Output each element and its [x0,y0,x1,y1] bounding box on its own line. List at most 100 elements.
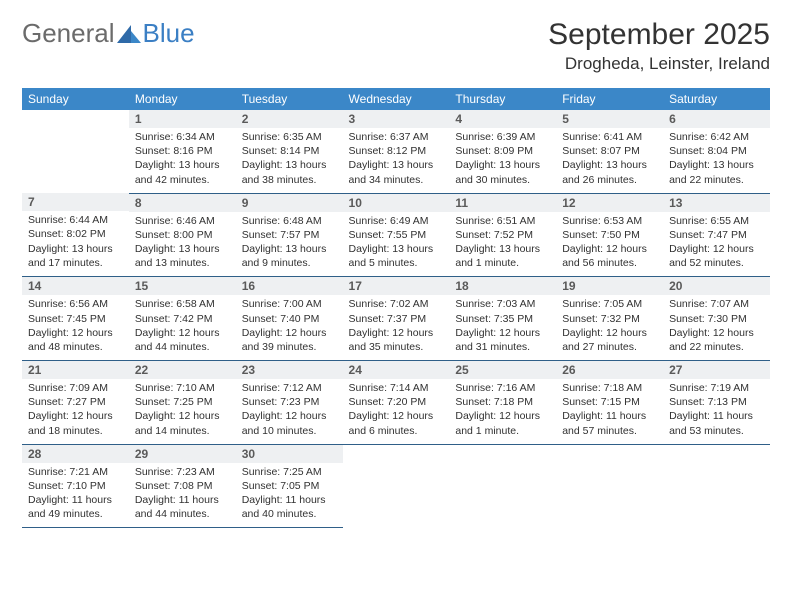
daylight-text: Daylight: 11 hours [135,493,230,507]
daylight-text: Daylight: 12 hours [562,326,657,340]
calendar-day-cell: 8Sunrise: 6:46 AMSunset: 8:00 PMDaylight… [129,193,236,277]
sunrise-text: Sunrise: 6:51 AM [455,214,550,228]
sunrise-text: Sunrise: 6:34 AM [135,130,230,144]
location-subtitle: Drogheda, Leinster, Ireland [548,54,770,74]
day-details: Sunrise: 6:51 AMSunset: 7:52 PMDaylight:… [449,212,556,277]
day-number: 2 [236,110,343,128]
daylight-text: and 9 minutes. [242,256,337,270]
daylight-text: Daylight: 12 hours [28,326,123,340]
day-number: 27 [663,361,770,379]
sunrise-text: Sunrise: 6:39 AM [455,130,550,144]
sunset-text: Sunset: 7:40 PM [242,312,337,326]
day-details: Sunrise: 7:05 AMSunset: 7:32 PMDaylight:… [556,295,663,360]
day-number: 20 [663,277,770,295]
sunset-text: Sunset: 7:57 PM [242,228,337,242]
daylight-text: Daylight: 13 hours [135,158,230,172]
day-details: Sunrise: 7:02 AMSunset: 7:37 PMDaylight:… [343,295,450,360]
day-number: 24 [343,361,450,379]
calendar-day-cell: 2Sunrise: 6:35 AMSunset: 8:14 PMDaylight… [236,110,343,193]
title-block: September 2025 Drogheda, Leinster, Irela… [548,18,770,74]
daylight-text: Daylight: 13 hours [455,242,550,256]
sunrise-text: Sunrise: 7:19 AM [669,381,764,395]
calendar-day-cell: 10Sunrise: 6:49 AMSunset: 7:55 PMDayligh… [343,193,450,277]
calendar-day-cell: 23Sunrise: 7:12 AMSunset: 7:23 PMDayligh… [236,361,343,445]
day-number: 1 [129,110,236,128]
sunrise-text: Sunrise: 7:09 AM [28,381,123,395]
daylight-text: and 42 minutes. [135,173,230,187]
daylight-text: Daylight: 13 hours [669,158,764,172]
day-number: 8 [129,194,236,212]
day-details: Sunrise: 6:41 AMSunset: 8:07 PMDaylight:… [556,128,663,193]
daylight-text: Daylight: 12 hours [669,326,764,340]
logo-triangle-icon [117,25,141,43]
daylight-text: and 48 minutes. [28,340,123,354]
day-details: Sunrise: 7:09 AMSunset: 7:27 PMDaylight:… [22,379,129,444]
day-details [556,463,663,517]
sunset-text: Sunset: 8:12 PM [349,144,444,158]
daylight-text: Daylight: 12 hours [135,409,230,423]
day-details: Sunrise: 6:48 AMSunset: 7:57 PMDaylight:… [236,212,343,277]
daylight-text: and 40 minutes. [242,507,337,521]
sunset-text: Sunset: 7:45 PM [28,312,123,326]
sunrise-text: Sunrise: 6:46 AM [135,214,230,228]
sunset-text: Sunset: 7:27 PM [28,395,123,409]
daylight-text: Daylight: 13 hours [242,242,337,256]
daylight-text: and 22 minutes. [669,173,764,187]
header: General Blue September 2025 Drogheda, Le… [22,18,770,74]
daylight-text: Daylight: 12 hours [242,326,337,340]
day-details: Sunrise: 6:39 AMSunset: 8:09 PMDaylight:… [449,128,556,193]
day-details: Sunrise: 6:49 AMSunset: 7:55 PMDaylight:… [343,212,450,277]
calendar-day-cell: 3Sunrise: 6:37 AMSunset: 8:12 PMDaylight… [343,110,450,193]
weekday-sat: Saturday [663,88,770,110]
day-number: 28 [22,445,129,463]
sunset-text: Sunset: 8:07 PM [562,144,657,158]
day-details: Sunrise: 7:23 AMSunset: 7:08 PMDaylight:… [129,463,236,528]
calendar-day-cell: 25Sunrise: 7:16 AMSunset: 7:18 PMDayligh… [449,361,556,445]
day-details [449,463,556,517]
calendar-day-cell: 17Sunrise: 7:02 AMSunset: 7:37 PMDayligh… [343,277,450,361]
weekday-tue: Tuesday [236,88,343,110]
sunrise-text: Sunrise: 6:41 AM [562,130,657,144]
logo: General Blue [22,18,195,49]
daylight-text: Daylight: 13 hours [349,242,444,256]
day-number: 3 [343,110,450,128]
daylight-text: and 56 minutes. [562,256,657,270]
calendar-day-cell: 27Sunrise: 7:19 AMSunset: 7:13 PMDayligh… [663,361,770,445]
daylight-text: and 38 minutes. [242,173,337,187]
day-details: Sunrise: 7:03 AMSunset: 7:35 PMDaylight:… [449,295,556,360]
daylight-text: Daylight: 12 hours [455,326,550,340]
calendar-day-cell: 9Sunrise: 6:48 AMSunset: 7:57 PMDaylight… [236,193,343,277]
daylight-text: and 13 minutes. [135,256,230,270]
sunrise-text: Sunrise: 6:44 AM [28,213,123,227]
sunset-text: Sunset: 8:04 PM [669,144,764,158]
sunset-text: Sunset: 7:55 PM [349,228,444,242]
daylight-text: Daylight: 12 hours [28,409,123,423]
calendar-day-cell: 24Sunrise: 7:14 AMSunset: 7:20 PMDayligh… [343,361,450,445]
sunset-text: Sunset: 7:10 PM [28,479,123,493]
day-details: Sunrise: 6:42 AMSunset: 8:04 PMDaylight:… [663,128,770,193]
day-details: Sunrise: 7:14 AMSunset: 7:20 PMDaylight:… [343,379,450,444]
sunset-text: Sunset: 8:09 PM [455,144,550,158]
day-details: Sunrise: 6:55 AMSunset: 7:47 PMDaylight:… [663,212,770,277]
calendar-day-cell: 21Sunrise: 7:09 AMSunset: 7:27 PMDayligh… [22,361,129,445]
day-number: 14 [22,277,129,295]
calendar-day-cell: 19Sunrise: 7:05 AMSunset: 7:32 PMDayligh… [556,277,663,361]
sunrise-text: Sunrise: 6:48 AM [242,214,337,228]
sunset-text: Sunset: 7:15 PM [562,395,657,409]
day-number: 16 [236,277,343,295]
daylight-text: and 14 minutes. [135,424,230,438]
daylight-text: and 52 minutes. [669,256,764,270]
day-details: Sunrise: 6:37 AMSunset: 8:12 PMDaylight:… [343,128,450,193]
weekday-wed: Wednesday [343,88,450,110]
sunrise-text: Sunrise: 7:02 AM [349,297,444,311]
day-details [343,463,450,517]
daylight-text: and 27 minutes. [562,340,657,354]
day-number: 18 [449,277,556,295]
sunset-text: Sunset: 7:25 PM [135,395,230,409]
weekday-fri: Friday [556,88,663,110]
day-number: 9 [236,194,343,212]
calendar-day-cell [22,110,129,193]
day-details: Sunrise: 6:44 AMSunset: 8:02 PMDaylight:… [22,211,129,276]
day-details: Sunrise: 7:18 AMSunset: 7:15 PMDaylight:… [556,379,663,444]
daylight-text: and 39 minutes. [242,340,337,354]
